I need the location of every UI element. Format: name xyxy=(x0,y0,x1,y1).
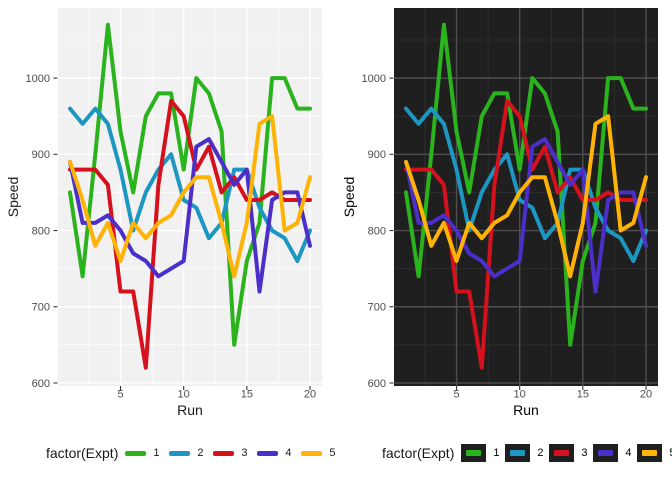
x-tick-label: 15 xyxy=(577,389,589,401)
legend-key-1 xyxy=(125,450,147,456)
series-line-5 xyxy=(68,114,312,279)
legend-key-5 xyxy=(301,450,323,456)
y-tick-label: 700 xyxy=(32,302,50,314)
y-tick-label: 1000 xyxy=(26,73,50,85)
y-tick-label: 900 xyxy=(32,149,50,161)
legend-label-4: 4 xyxy=(285,447,292,459)
legend-key-box xyxy=(461,444,487,462)
legend-key-box xyxy=(637,444,663,462)
legend-item-2: 2 xyxy=(505,444,549,462)
legend-label-5: 5 xyxy=(669,447,672,459)
legend-key-2 xyxy=(510,450,526,456)
x-tick-label: 20 xyxy=(640,389,652,401)
y-tick-label: 1000 xyxy=(362,73,386,85)
legend-title: factor(Expt) xyxy=(382,445,455,461)
legend-label-3: 3 xyxy=(581,447,588,459)
legend-item-3: 3 xyxy=(213,447,257,459)
plot-light-theme: 5 10 15 20 600 700 800 900 1000 Run Speed factor(E… xyxy=(5,8,336,464)
legend-key-3 xyxy=(554,450,570,456)
x-tick-label: 10 xyxy=(514,389,526,401)
legend-key-4 xyxy=(598,450,614,456)
legend-key-3 xyxy=(213,450,235,456)
line-chart-light: 5 10 15 20 600 700 800 900 1000 Run Speed xyxy=(5,8,322,418)
legend-items: 1 2 3 4 5 xyxy=(461,444,672,462)
series-line-4 xyxy=(68,137,312,294)
legend-item-5: 5 xyxy=(301,447,336,459)
x-axis-title: Run xyxy=(177,402,203,418)
series-line-5 xyxy=(404,114,648,279)
y-tick-label: 900 xyxy=(368,149,386,161)
y-tick-label: 600 xyxy=(32,378,50,390)
series-line-4 xyxy=(404,137,648,294)
legend-key-box xyxy=(505,444,531,462)
y-axis-title: Speed xyxy=(5,177,21,217)
legend-item-2: 2 xyxy=(169,447,213,459)
legend-item-4: 4 xyxy=(593,444,637,462)
x-tick-label: 20 xyxy=(304,389,316,401)
legend-label-5: 5 xyxy=(329,447,336,459)
x-tick-label: 5 xyxy=(117,389,123,401)
legend-label-3: 3 xyxy=(241,447,248,459)
legend-key-2 xyxy=(169,450,191,456)
series-line-1 xyxy=(404,22,648,347)
legend-item-1: 1 xyxy=(461,444,505,462)
legend-key-1 xyxy=(466,450,482,456)
legend-key-4 xyxy=(257,450,279,456)
x-tick-label: 10 xyxy=(178,389,190,401)
y-tick-label: 800 xyxy=(32,225,50,237)
legend-item-1: 1 xyxy=(125,447,169,459)
x-tick-label: 15 xyxy=(241,389,253,401)
legend-label-2: 2 xyxy=(197,447,204,459)
x-tick-label: 5 xyxy=(453,389,459,401)
legend-label-1: 1 xyxy=(153,447,160,459)
y-tick-label: 700 xyxy=(368,302,386,314)
y-tick-label: 600 xyxy=(368,378,386,390)
legend-label-2: 2 xyxy=(537,447,544,459)
legend-title: factor(Expt) xyxy=(46,445,119,461)
line-chart-dark: 5 10 15 20 600 700 800 900 1000 Run Speed xyxy=(341,8,658,418)
plot-dark-theme: 5 10 15 20 600 700 800 900 1000 Run Speed factor(E… xyxy=(336,0,672,480)
series-line-3 xyxy=(68,99,312,370)
legend-item-4: 4 xyxy=(257,447,301,459)
series-line-3 xyxy=(404,99,648,370)
legend-label-4: 4 xyxy=(625,447,632,459)
series-line-1 xyxy=(68,22,312,347)
x-axis-title: Run xyxy=(513,402,539,418)
legend-label-1: 1 xyxy=(493,447,500,459)
legend-key-box xyxy=(549,444,575,462)
legend-key-box xyxy=(593,444,619,462)
legend-key-5 xyxy=(642,450,658,456)
legend-item-5: 5 xyxy=(637,444,672,462)
legend-items: 1 2 3 4 5 xyxy=(125,447,336,459)
legend-item-3: 3 xyxy=(549,444,593,462)
legend-row-dark: factor(Expt) 1 2 3 4 5 xyxy=(382,442,672,464)
legend-row-light: factor(Expt) 1 2 3 4 5 xyxy=(46,442,336,464)
y-tick-label: 800 xyxy=(368,225,386,237)
y-axis-title: Speed xyxy=(341,177,357,217)
